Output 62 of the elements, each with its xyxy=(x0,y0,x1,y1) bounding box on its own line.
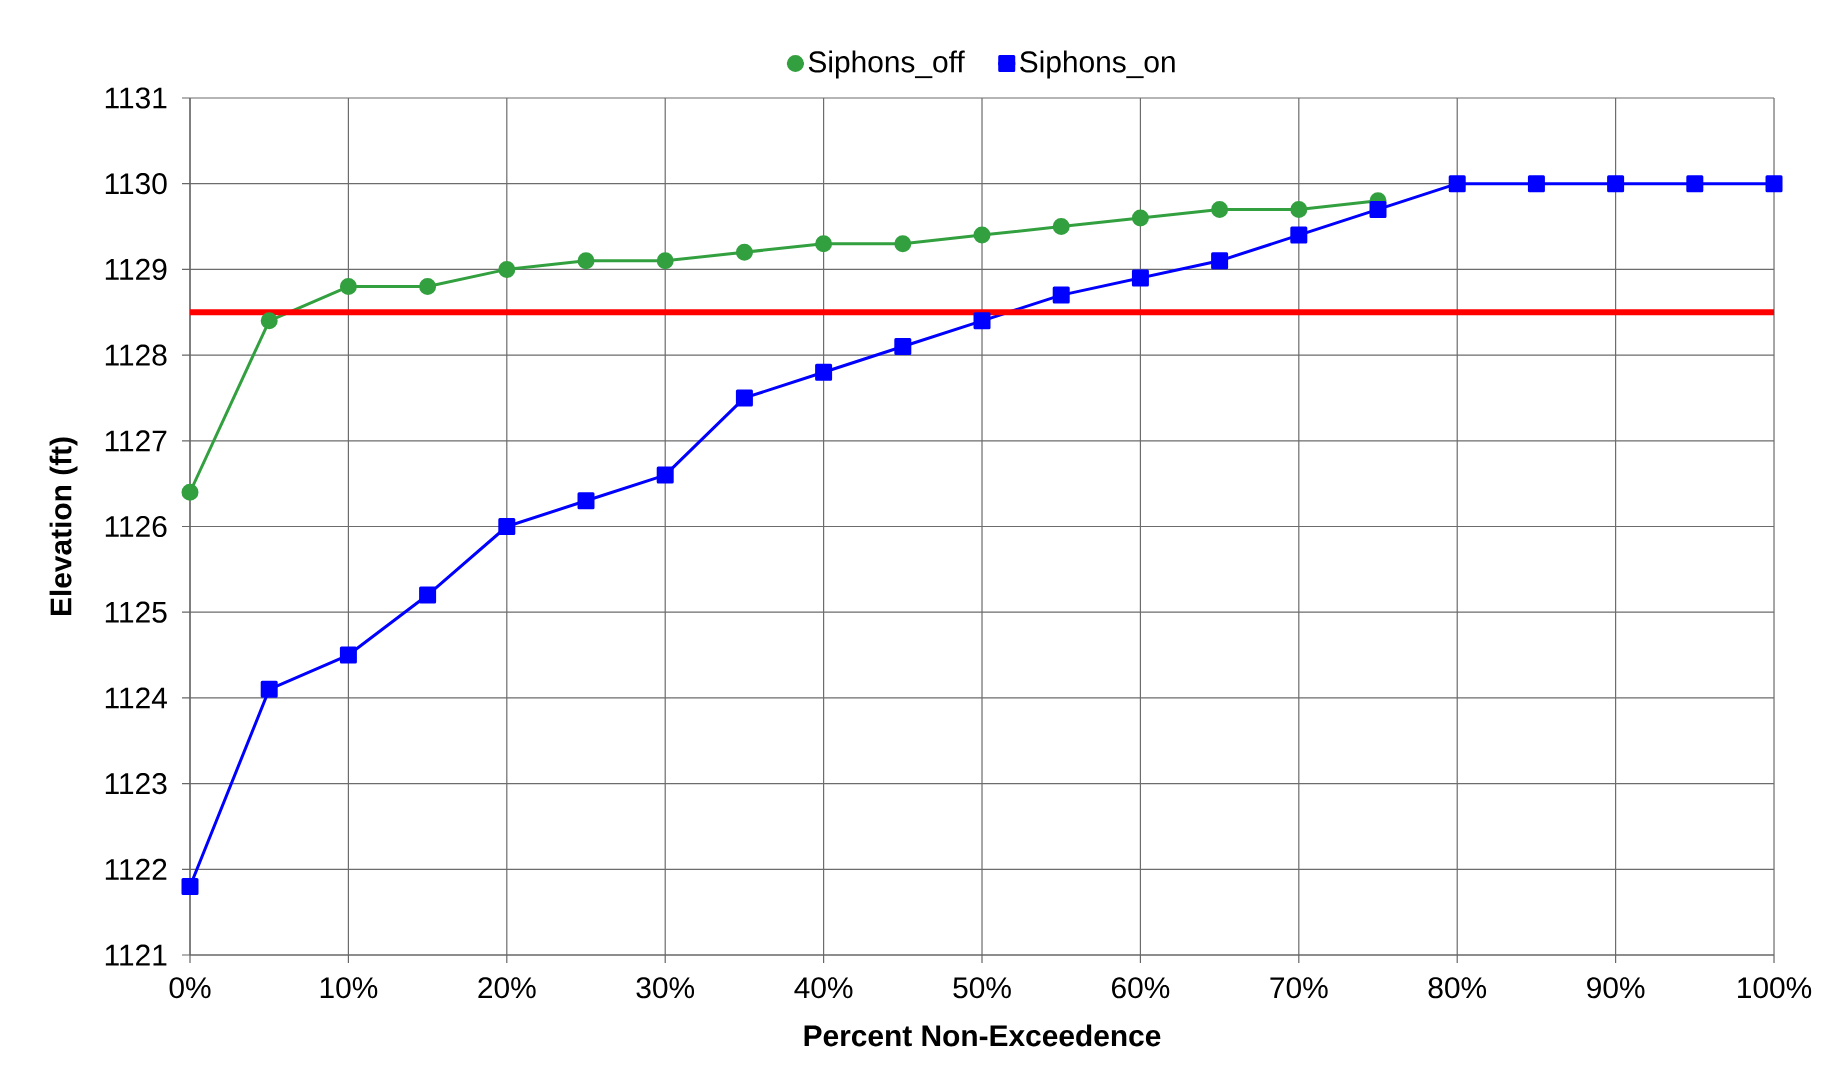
y-axis-title: Elevation (ft) xyxy=(49,437,78,615)
y-tick-label: 1127 xyxy=(105,430,167,452)
point xyxy=(181,483,199,501)
point xyxy=(656,252,674,270)
point xyxy=(735,389,753,407)
point xyxy=(419,278,437,296)
x-tick-label: 90% xyxy=(1587,977,1645,999)
point xyxy=(973,226,991,244)
point xyxy=(1686,175,1704,193)
y-tick-label: 1126 xyxy=(105,515,167,538)
y-tick-label: 1129 xyxy=(105,258,167,280)
point xyxy=(815,363,833,381)
point xyxy=(735,243,753,261)
y-tick-label: 1122 xyxy=(105,858,167,880)
x-tick-label: 20% xyxy=(478,977,536,999)
point xyxy=(577,492,595,510)
point xyxy=(577,252,595,270)
point xyxy=(1369,200,1387,218)
x-tick-label: 0% xyxy=(169,977,211,999)
x-tick-label: 60% xyxy=(1112,977,1170,999)
y-tick-label: 1130 xyxy=(105,173,167,195)
point xyxy=(181,877,199,895)
point xyxy=(656,466,674,484)
point xyxy=(1131,209,1149,227)
y-tick-label: 1125 xyxy=(105,601,167,623)
legend-label: Siphons_on xyxy=(1020,50,1175,79)
x-axis-title: Percent Non-Exceedence xyxy=(804,1024,1161,1047)
point xyxy=(815,235,833,253)
y-tick-label: 1128 xyxy=(105,344,167,366)
point xyxy=(1211,252,1229,270)
point xyxy=(339,646,357,664)
point xyxy=(498,260,516,278)
x-tick-label: 50% xyxy=(953,977,1011,999)
point xyxy=(973,312,991,330)
point xyxy=(1290,226,1308,244)
point xyxy=(1052,286,1070,304)
point xyxy=(894,235,912,253)
point xyxy=(894,338,912,356)
point xyxy=(339,278,357,296)
x-tick-label: 80% xyxy=(1428,977,1487,999)
x-tick-label: 10% xyxy=(320,977,378,999)
x-tick-label: 40% xyxy=(794,977,853,999)
point xyxy=(1131,269,1149,287)
x-tick-label: 30% xyxy=(636,977,695,999)
y-tick-label: 1123 xyxy=(105,773,167,795)
point xyxy=(1052,218,1070,236)
point xyxy=(1211,200,1229,218)
y-tick-label: 1124 xyxy=(105,687,167,709)
y-tick-label: 1121 xyxy=(105,944,167,966)
x-tick-label: 100% xyxy=(1738,977,1812,999)
y-tick-label: 1131 xyxy=(105,87,167,109)
point xyxy=(260,312,278,330)
point xyxy=(1290,200,1308,218)
legend-label: Siphons_off xyxy=(808,50,965,79)
point xyxy=(260,680,278,698)
point xyxy=(1448,175,1466,193)
point xyxy=(1527,175,1545,193)
point xyxy=(498,517,516,535)
point xyxy=(1607,175,1625,193)
point xyxy=(1765,175,1783,193)
x-tick-label: 70% xyxy=(1270,977,1328,999)
point xyxy=(419,586,437,604)
